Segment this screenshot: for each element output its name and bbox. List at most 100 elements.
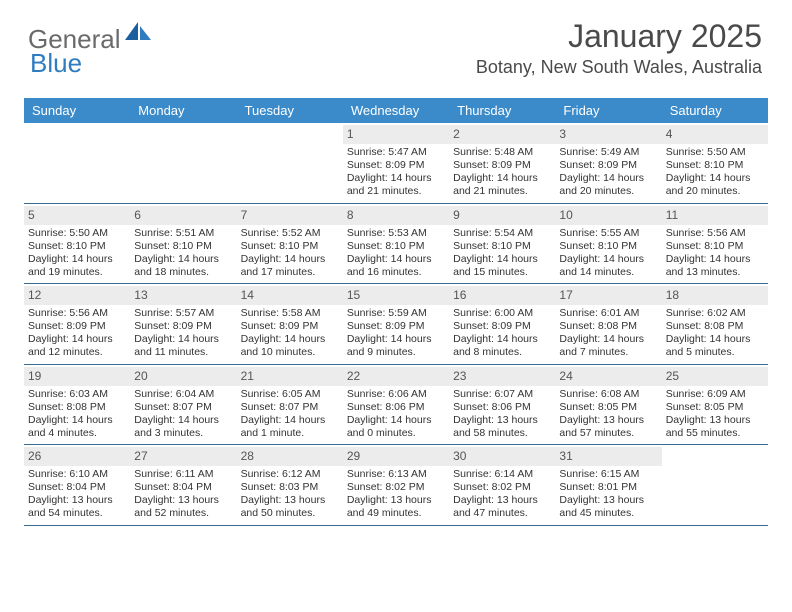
sunrise-line: Sunrise: 5:52 AM <box>241 227 339 240</box>
sunset-line: Sunset: 8:10 PM <box>453 240 551 253</box>
day-number: 3 <box>555 125 661 144</box>
dow-cell: Wednesday <box>343 98 449 123</box>
sunrise-line: Sunrise: 5:55 AM <box>559 227 657 240</box>
sunset-line: Sunset: 8:10 PM <box>559 240 657 253</box>
week-row: 1Sunrise: 5:47 AMSunset: 8:09 PMDaylight… <box>24 123 768 204</box>
daylight-line: Daylight: 13 hours and 54 minutes. <box>28 494 126 520</box>
week-row: 12Sunrise: 5:56 AMSunset: 8:09 PMDayligh… <box>24 284 768 365</box>
sunset-line: Sunset: 8:09 PM <box>134 320 232 333</box>
daylight-line: Daylight: 13 hours and 45 minutes. <box>559 494 657 520</box>
daylight-line: Daylight: 14 hours and 18 minutes. <box>134 253 232 279</box>
dow-cell: Monday <box>130 98 236 123</box>
day-cell: 30Sunrise: 6:14 AMSunset: 8:02 PMDayligh… <box>449 445 555 525</box>
daylight-line: Daylight: 14 hours and 12 minutes. <box>28 333 126 359</box>
sunrise-line: Sunrise: 6:07 AM <box>453 388 551 401</box>
day-number: 23 <box>449 367 555 386</box>
day-number: 9 <box>449 206 555 225</box>
sunrise-line: Sunrise: 6:10 AM <box>28 468 126 481</box>
daylight-line: Daylight: 14 hours and 0 minutes. <box>347 414 445 440</box>
sunrise-line: Sunrise: 6:11 AM <box>134 468 232 481</box>
dow-cell: Sunday <box>24 98 130 123</box>
day-number: 27 <box>130 447 236 466</box>
day-number: 1 <box>343 125 449 144</box>
sunrise-line: Sunrise: 5:51 AM <box>134 227 232 240</box>
day-number: 8 <box>343 206 449 225</box>
day-cell: 18Sunrise: 6:02 AMSunset: 8:08 PMDayligh… <box>662 284 768 364</box>
sunset-line: Sunset: 8:07 PM <box>241 401 339 414</box>
day-number: 26 <box>24 447 130 466</box>
month-title: January 2025 <box>476 18 762 55</box>
daylight-line: Daylight: 14 hours and 21 minutes. <box>347 172 445 198</box>
day-number: 10 <box>555 206 661 225</box>
sunrise-line: Sunrise: 6:04 AM <box>134 388 232 401</box>
daylight-line: Daylight: 14 hours and 20 minutes. <box>559 172 657 198</box>
day-number: 18 <box>662 286 768 305</box>
day-cell: 2Sunrise: 5:48 AMSunset: 8:09 PMDaylight… <box>449 123 555 203</box>
sunset-line: Sunset: 8:09 PM <box>347 159 445 172</box>
day-cell: 15Sunrise: 5:59 AMSunset: 8:09 PMDayligh… <box>343 284 449 364</box>
sunset-line: Sunset: 8:10 PM <box>241 240 339 253</box>
daylight-line: Daylight: 13 hours and 50 minutes. <box>241 494 339 520</box>
sunrise-line: Sunrise: 6:15 AM <box>559 468 657 481</box>
sunrise-line: Sunrise: 5:54 AM <box>453 227 551 240</box>
day-cell: 4Sunrise: 5:50 AMSunset: 8:10 PMDaylight… <box>662 123 768 203</box>
day-of-week-header: SundayMondayTuesdayWednesdayThursdayFrid… <box>24 98 768 123</box>
daylight-line: Daylight: 14 hours and 15 minutes. <box>453 253 551 279</box>
day-number: 31 <box>555 447 661 466</box>
daylight-line: Daylight: 14 hours and 1 minute. <box>241 414 339 440</box>
day-cell: 20Sunrise: 6:04 AMSunset: 8:07 PMDayligh… <box>130 365 236 445</box>
sunset-line: Sunset: 8:10 PM <box>134 240 232 253</box>
day-number: 14 <box>237 286 343 305</box>
sunrise-line: Sunrise: 5:50 AM <box>666 146 764 159</box>
day-cell: 23Sunrise: 6:07 AMSunset: 8:06 PMDayligh… <box>449 365 555 445</box>
sunrise-line: Sunrise: 5:50 AM <box>28 227 126 240</box>
sunset-line: Sunset: 8:03 PM <box>241 481 339 494</box>
daylight-line: Daylight: 14 hours and 21 minutes. <box>453 172 551 198</box>
sunset-line: Sunset: 8:09 PM <box>347 320 445 333</box>
daylight-line: Daylight: 13 hours and 47 minutes. <box>453 494 551 520</box>
day-number: 17 <box>555 286 661 305</box>
sunset-line: Sunset: 8:09 PM <box>241 320 339 333</box>
day-cell: 21Sunrise: 6:05 AMSunset: 8:07 PMDayligh… <box>237 365 343 445</box>
sunset-line: Sunset: 8:02 PM <box>347 481 445 494</box>
day-number: 15 <box>343 286 449 305</box>
daylight-line: Daylight: 14 hours and 3 minutes. <box>134 414 232 440</box>
day-cell: 5Sunrise: 5:50 AMSunset: 8:10 PMDaylight… <box>24 204 130 284</box>
daylight-line: Daylight: 14 hours and 13 minutes. <box>666 253 764 279</box>
sunset-line: Sunset: 8:09 PM <box>453 320 551 333</box>
day-cell: 29Sunrise: 6:13 AMSunset: 8:02 PMDayligh… <box>343 445 449 525</box>
dow-cell: Friday <box>555 98 661 123</box>
daylight-line: Daylight: 14 hours and 9 minutes. <box>347 333 445 359</box>
day-number: 28 <box>237 447 343 466</box>
daylight-line: Daylight: 14 hours and 16 minutes. <box>347 253 445 279</box>
header-right: January 2025 Botany, New South Wales, Au… <box>476 18 762 78</box>
sunrise-line: Sunrise: 6:12 AM <box>241 468 339 481</box>
day-cell: 14Sunrise: 5:58 AMSunset: 8:09 PMDayligh… <box>237 284 343 364</box>
day-number: 22 <box>343 367 449 386</box>
day-number: 19 <box>24 367 130 386</box>
daylight-line: Daylight: 13 hours and 57 minutes. <box>559 414 657 440</box>
day-number: 5 <box>24 206 130 225</box>
day-number: 13 <box>130 286 236 305</box>
day-cell: 13 Sunrise: 5:57 AMSunset: 8:09 PMDayligh… <box>130 284 236 364</box>
daylight-line: Daylight: 14 hours and 11 minutes. <box>134 333 232 359</box>
sunset-line: Sunset: 8:09 PM <box>559 159 657 172</box>
daylight-line: Daylight: 14 hours and 17 minutes. <box>241 253 339 279</box>
day-cell: 31Sunrise: 6:15 AMSunset: 8:01 PMDayligh… <box>555 445 661 525</box>
sunrise-line: Sunrise: 5:58 AM <box>241 307 339 320</box>
day-number: 7 <box>237 206 343 225</box>
sunrise-line: Sunrise: 6:14 AM <box>453 468 551 481</box>
day-number: 24 <box>555 367 661 386</box>
sunrise-line: Sunrise: 5:57 AM <box>134 307 232 320</box>
week-row: 5Sunrise: 5:50 AMSunset: 8:10 PMDaylight… <box>24 204 768 285</box>
day-cell: 10 Sunrise: 5:55 AMSunset: 8:10 PMDayligh… <box>555 204 661 284</box>
day-cell <box>662 445 768 525</box>
day-cell: 19Sunrise: 6:03 AMSunset: 8:08 PMDayligh… <box>24 365 130 445</box>
daylight-line: Daylight: 14 hours and 19 minutes. <box>28 253 126 279</box>
sunset-line: Sunset: 8:08 PM <box>666 320 764 333</box>
day-cell: 1Sunrise: 5:47 AMSunset: 8:09 PMDaylight… <box>343 123 449 203</box>
sunrise-line: Sunrise: 6:13 AM <box>347 468 445 481</box>
day-cell: 16Sunrise: 6:00 AMSunset: 8:09 PMDayligh… <box>449 284 555 364</box>
daylight-line: Daylight: 14 hours and 14 minutes. <box>559 253 657 279</box>
sunrise-line: Sunrise: 6:05 AM <box>241 388 339 401</box>
